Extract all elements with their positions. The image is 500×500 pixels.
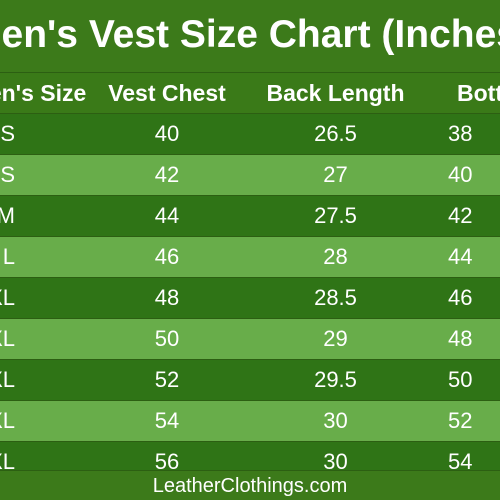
vest-chest-cell: 40: [154, 121, 180, 146]
vest-chest-cell: 50: [154, 326, 180, 351]
bottom-cell: 50: [448, 367, 473, 392]
vest-chest-cell: 44: [154, 203, 180, 228]
table-row: 4XL 54 30 52: [0, 400, 500, 441]
back-length-cell: 27.5: [314, 203, 357, 228]
bottom-cell: 52: [448, 408, 473, 433]
header-size: Men's Size: [0, 80, 87, 106]
back-length-cell: 28: [323, 244, 348, 269]
size-cell: M: [0, 203, 15, 228]
table-row: XS 40 26.5 38: [0, 113, 500, 154]
table-row: 3XL 52 29.5 50: [0, 359, 500, 400]
vest-chest-cell: 52: [154, 367, 180, 392]
bottom-cell: 42: [448, 203, 473, 228]
back-length-cell: 30: [323, 449, 348, 474]
size-cell: XL: [0, 285, 15, 310]
page-title: Men's Vest Size Chart (Inches): [0, 0, 500, 72]
back-length-cell: 28.5: [314, 285, 357, 310]
header-bottom: Bottom: [457, 80, 500, 106]
back-length-cell: 26.5: [314, 121, 357, 146]
size-cell: 5XL: [0, 449, 15, 474]
table-row: XL 48 28.5 46: [0, 277, 500, 318]
size-cell: XS: [0, 121, 15, 146]
header-vest-chest: Vest Chest: [108, 80, 226, 106]
table-header-row: Men's Size Vest Chest Back Length Bottom: [0, 72, 500, 113]
table-row: 2XL 50 29 48: [0, 318, 500, 359]
table-row: L 46 28 44: [0, 236, 500, 277]
back-length-cell: 29.5: [314, 367, 357, 392]
vest-chest-cell: 56: [154, 449, 180, 474]
back-length-cell: 29: [323, 326, 348, 351]
size-cell: L: [2, 244, 15, 269]
size-cell: 2XL: [0, 326, 15, 351]
table-row: S 42 27 40: [0, 154, 500, 195]
table-body: XS 40 26.5 38 S 42 27 40 M 44 27.5 42 L 46 28 44 XL 48 28.…: [0, 113, 500, 482]
site-footer: LeatherClothings.com: [0, 470, 500, 500]
size-cell: 3XL: [0, 367, 15, 392]
vest-chest-cell: 54: [154, 408, 180, 433]
vest-chest-cell: 46: [154, 244, 180, 269]
bottom-cell: 40: [448, 162, 473, 187]
size-cell: 4XL: [0, 408, 15, 433]
bottom-cell: 38: [448, 121, 473, 146]
size-cell: S: [0, 162, 15, 187]
vest-chest-cell: 42: [154, 162, 180, 187]
header-back-length: Back Length: [266, 80, 405, 106]
back-length-cell: 30: [323, 408, 348, 433]
bottom-cell: 54: [448, 449, 473, 474]
size-table: Men's Size Vest Chest Back Length Bottom…: [0, 72, 500, 482]
bottom-cell: 48: [448, 326, 473, 351]
vest-chest-cell: 48: [154, 285, 180, 310]
bottom-cell: 44: [448, 244, 473, 269]
table-row: M 44 27.5 42: [0, 195, 500, 236]
bottom-cell: 46: [448, 285, 473, 310]
back-length-cell: 27: [323, 162, 348, 187]
